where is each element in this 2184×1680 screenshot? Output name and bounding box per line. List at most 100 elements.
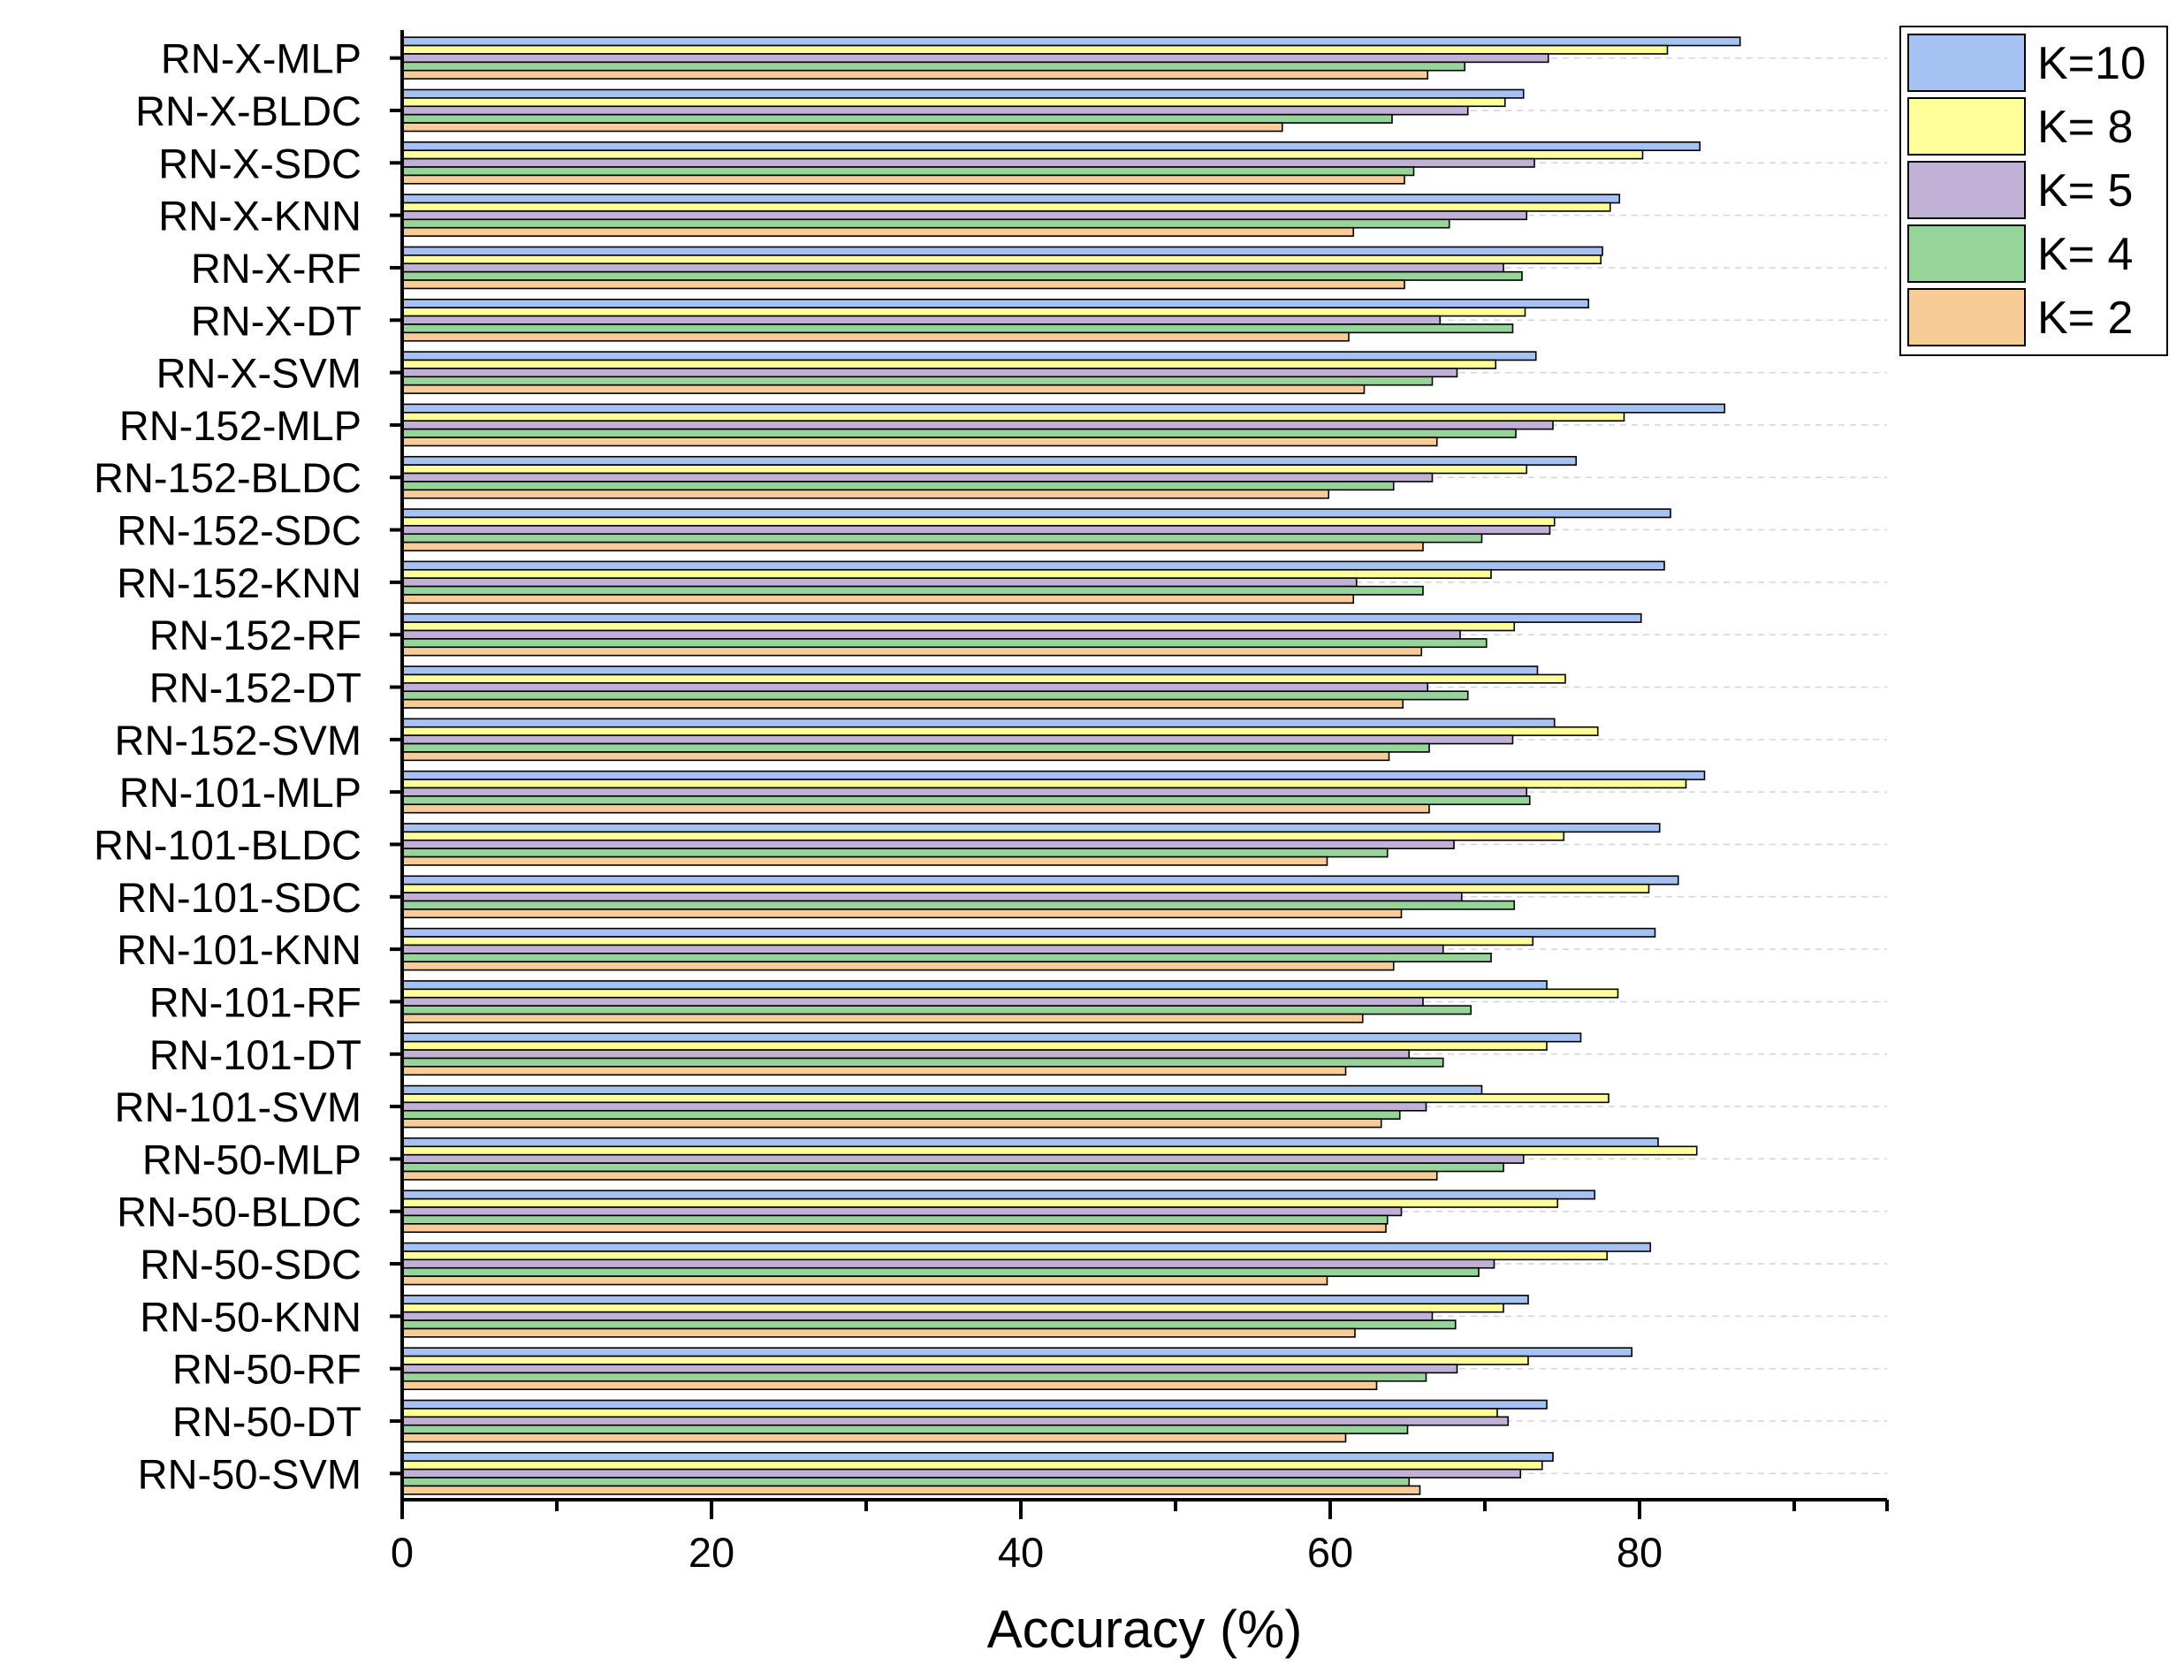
bar xyxy=(401,69,1429,80)
bar xyxy=(401,1452,1554,1463)
bar xyxy=(401,97,1506,108)
bar xyxy=(401,1460,1543,1471)
bar xyxy=(401,1066,1347,1076)
bar xyxy=(401,149,1644,160)
bar xyxy=(401,455,1578,466)
bar xyxy=(401,1153,1525,1164)
bar xyxy=(401,944,1444,954)
bar xyxy=(401,682,1429,693)
bar xyxy=(401,1355,1529,1365)
x-tick-label: 60 xyxy=(1307,1529,1353,1576)
legend-swatch xyxy=(1907,224,2026,283)
bar xyxy=(401,1275,1328,1286)
bar xyxy=(401,1197,1559,1208)
bar xyxy=(401,988,1619,999)
bar xyxy=(401,1250,1609,1261)
bar xyxy=(401,1311,1434,1321)
bar xyxy=(401,883,1650,893)
bar xyxy=(401,646,1423,657)
bar xyxy=(401,665,1539,676)
category-label: RN-50-DT xyxy=(172,1398,361,1445)
bar xyxy=(401,508,1671,519)
legend-label: K=10 xyxy=(2037,38,2146,89)
category-label: RN-152-SDC xyxy=(117,507,361,554)
bar xyxy=(401,1303,1504,1313)
category-label: RN-101-SDC xyxy=(117,874,361,921)
bar xyxy=(401,875,1679,886)
bar xyxy=(401,298,1590,308)
category-label: RN-X-DT xyxy=(191,297,361,344)
bar xyxy=(401,525,1551,536)
bar xyxy=(401,61,1466,72)
bar xyxy=(401,831,1565,841)
x-axis-title: Accuracy (%) xyxy=(987,1600,1303,1659)
category-label: RN-50-KNN xyxy=(140,1293,361,1340)
bar xyxy=(401,1408,1498,1418)
category-label: RN-50-SVM xyxy=(138,1450,361,1497)
bar xyxy=(401,1477,1411,1487)
bar xyxy=(401,594,1355,604)
x-tick-label: 0 xyxy=(391,1529,414,1576)
bar xyxy=(401,262,1504,273)
bar xyxy=(401,1380,1378,1390)
category-label: RN-50-BLDC xyxy=(117,1189,361,1235)
bar xyxy=(401,210,1528,221)
bar xyxy=(401,481,1395,491)
bar xyxy=(401,1162,1504,1173)
bar xyxy=(401,141,1701,152)
bar xyxy=(401,629,1461,640)
bar xyxy=(401,936,1534,946)
bar xyxy=(401,420,1554,430)
bar xyxy=(401,855,1328,866)
bar xyxy=(401,1468,1522,1479)
bar xyxy=(401,1137,1659,1148)
category-label: RN-152-KNN xyxy=(117,559,361,606)
legend-swatch xyxy=(1907,161,2026,219)
bar xyxy=(401,464,1528,475)
bar xyxy=(401,961,1395,971)
bar xyxy=(401,1093,1609,1104)
bar xyxy=(401,1190,1596,1200)
category-label: RN-101-RF xyxy=(149,978,361,1025)
category-label: RN-152-BLDC xyxy=(94,454,361,501)
bar xyxy=(401,1372,1427,1382)
category-label: RN-101-SVM xyxy=(115,1083,361,1130)
category-label: RN-101-DT xyxy=(149,1031,361,1078)
bar xyxy=(401,36,1741,47)
bar xyxy=(401,53,1549,64)
bar xyxy=(401,1118,1382,1129)
bar xyxy=(401,226,1355,237)
bar xyxy=(401,428,1517,438)
x-tick-labels: 0 20 40 60 80 xyxy=(391,1529,1663,1576)
bar xyxy=(401,1424,1409,1434)
bar xyxy=(401,1057,1444,1068)
bar xyxy=(401,1206,1403,1217)
bar xyxy=(401,779,1687,789)
bar xyxy=(401,577,1358,588)
bar xyxy=(401,194,1621,204)
legend-label: K= 4 xyxy=(2037,229,2133,280)
bar xyxy=(401,848,1389,858)
category-label: RN-152-RF xyxy=(149,612,361,658)
axes xyxy=(390,30,1889,1519)
category-label: RN-50-MLP xyxy=(142,1136,361,1182)
bar xyxy=(401,1295,1529,1305)
bar xyxy=(401,1109,1401,1120)
bar xyxy=(401,568,1492,579)
bar xyxy=(401,726,1599,736)
bar xyxy=(401,166,1415,177)
bar xyxy=(401,1258,1495,1269)
bar xyxy=(401,315,1442,325)
category-label: RN-X-BLDC xyxy=(135,87,361,134)
bar xyxy=(401,533,1483,544)
bar xyxy=(401,368,1458,378)
legend-swatch xyxy=(1907,288,2026,346)
x-tick-label: 80 xyxy=(1617,1529,1663,1576)
bar xyxy=(401,489,1330,499)
bar xyxy=(401,1485,1421,1495)
category-labels: RN-X-MLP RN-X-BLDC RN-X-SDC RN-X-KNN RN-X-RF… xyxy=(94,35,361,1498)
bar xyxy=(401,1214,1389,1225)
bar xyxy=(401,403,1726,414)
category-label: RN-X-SDC xyxy=(158,140,361,186)
bar xyxy=(401,1005,1472,1015)
